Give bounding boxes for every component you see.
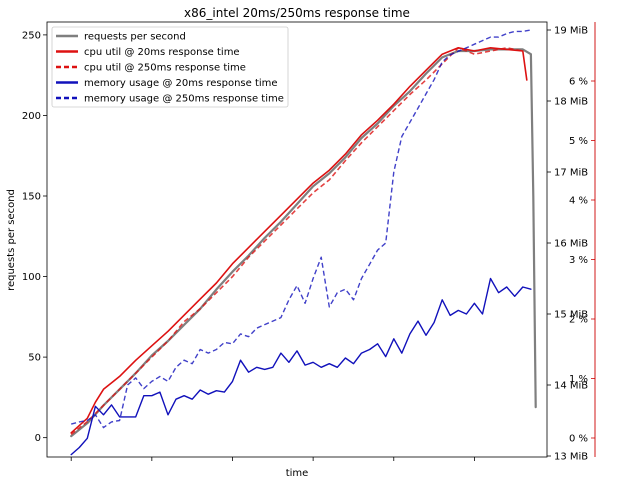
cpu-tick-label-6: 6 % xyxy=(569,77,588,88)
series-layer xyxy=(70,29,537,456)
cpu-axis: 0 % 1 % 2 % 3 % 4 % 5 % 6 % xyxy=(569,22,596,457)
series-line-0 xyxy=(70,48,537,438)
y-axis-label: requests per second xyxy=(6,189,17,291)
legend-label-3: memory usage @ 20ms response time xyxy=(84,78,278,89)
y-tick-label-1: 50 xyxy=(28,353,41,364)
cpu-tick-label-1: 1 % xyxy=(569,374,588,385)
cpu-tick-label-2: 2 % xyxy=(569,315,588,326)
cpu-tick-label-0: 0 % xyxy=(569,434,588,445)
mem-tick-label-2: 15 MiB xyxy=(554,310,588,321)
x-axis-label: time xyxy=(286,468,309,479)
legend-label-4: memory usage @ 250ms response time xyxy=(84,94,284,105)
y-tick-label-5: 250 xyxy=(22,30,41,41)
y-tick-label-0: 0 xyxy=(35,433,41,444)
series-line-2 xyxy=(70,46,523,436)
memory-axis: 13 MiB 14 MiB 15 MiB 16 MiB 17 MiB 18 MiB 19 M… xyxy=(547,26,588,463)
legend-label-2: cpu util @ 250ms response time xyxy=(84,63,246,74)
legend-label-0: requests per second xyxy=(84,32,186,43)
y-tick-label-3: 150 xyxy=(22,192,41,203)
plot-area-frame xyxy=(46,21,548,458)
y-tick-label-4: 200 xyxy=(22,111,41,122)
series-line-3 xyxy=(70,277,532,456)
x-axis xyxy=(70,457,475,461)
mem-tick-label-5: 18 MiB xyxy=(554,97,588,108)
cpu-tick-label-5: 5 % xyxy=(569,136,588,147)
legend-label-1: cpu util @ 20ms response time xyxy=(84,47,240,58)
mem-tick-label-1: 14 MiB xyxy=(554,381,588,392)
cpu-tick-label-3: 3 % xyxy=(569,255,588,266)
mem-tick-label-0: 13 MiB xyxy=(554,452,588,463)
y-tick-label-2: 100 xyxy=(22,272,41,283)
legend: requests per second cpu util @ 20ms respo… xyxy=(51,26,289,108)
y-axis: 0 50 100 150 200 250 xyxy=(22,30,47,444)
mem-tick-label-4: 17 MiB xyxy=(554,168,588,179)
mem-tick-label-3: 16 MiB xyxy=(554,239,588,250)
mem-tick-label-6: 19 MiB xyxy=(554,26,588,37)
cpu-tick-label-4: 4 % xyxy=(569,196,588,207)
chart-title: x86_intel 20ms/250ms response time xyxy=(184,6,410,20)
legend-box xyxy=(51,26,289,108)
